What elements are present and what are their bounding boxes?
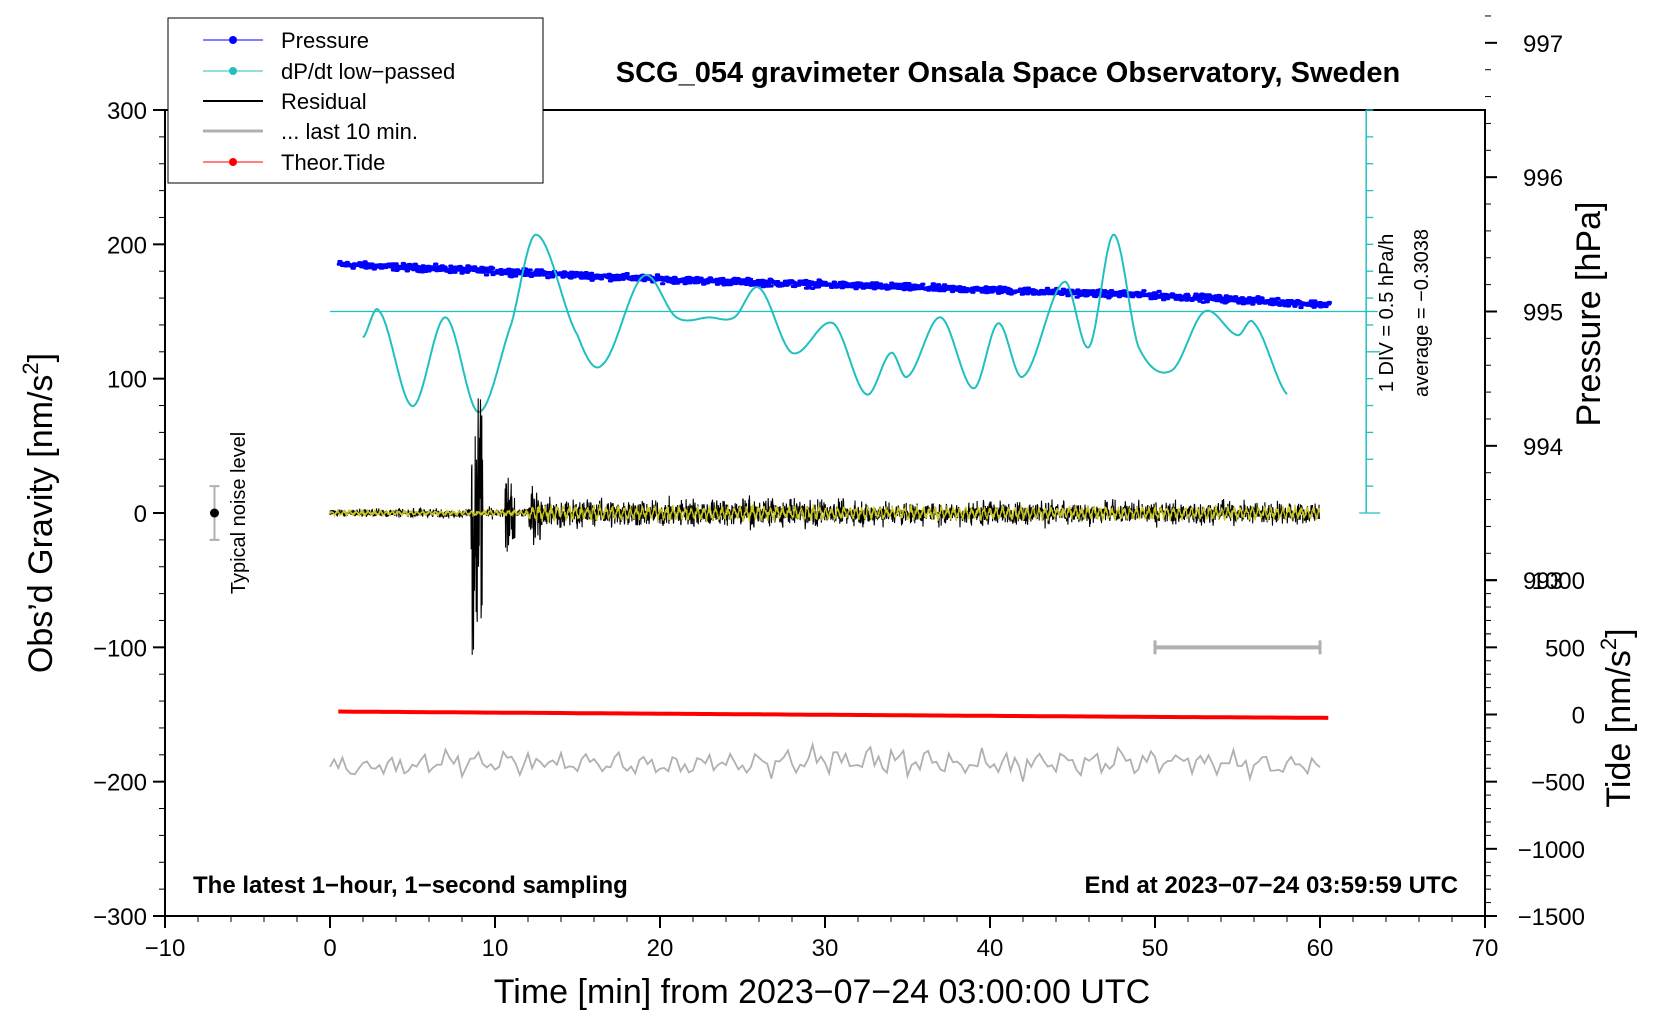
legend-pressure-marker [229, 36, 237, 44]
x-tick-label: 20 [647, 935, 674, 962]
series-layer [329, 233, 1378, 782]
y-axis-label-sup: 2 [18, 362, 43, 374]
note-left: The latest 1−hour, 1−second sampling [193, 872, 628, 899]
average-label: average = −0.3038 [1411, 229, 1433, 397]
residual-filtered-series [329, 503, 1321, 523]
y-axis-label-close: ] [22, 353, 60, 362]
x-tick-label: 70 [1472, 935, 1499, 962]
legend-last10-label: ... last 10 min. [281, 119, 418, 144]
y-tick-label: 0 [134, 501, 147, 528]
ticks-layer: −10 0 10 20 30 40 50 60 70−300−200−1000100200300… [93, 15, 1585, 962]
x-tick-label: 10 [482, 935, 509, 962]
tide-axis-label: Tide [nm/s2] [1596, 628, 1638, 807]
tide-tick-label: −1500 [1518, 904, 1585, 931]
pressure-tick-label: 995 [1523, 300, 1563, 327]
noise-center-dot [210, 508, 219, 518]
legend-dpdt-marker [229, 67, 237, 75]
last10-series [329, 741, 1321, 782]
y-axis-label-main: Obs’d Gravity [nm/s [22, 375, 60, 674]
scale-bar-label: 1 DIV = 0.5 hPa/h [1376, 234, 1398, 392]
y-tick-label: 100 [107, 367, 147, 394]
y-tick-label: −100 [93, 635, 147, 662]
y-tick-label: 300 [107, 98, 147, 125]
legend: Pressure dP/dt low−passed Residual ... l… [167, 17, 544, 184]
tide-series [338, 709, 1329, 720]
y-tick-label: −200 [93, 770, 147, 797]
y-tick-label: −300 [93, 904, 147, 931]
x-tick-label: 0 [323, 935, 336, 962]
legend-dpdt-label: dP/dt low−passed [281, 59, 455, 84]
legend-pressure-label: Pressure [281, 28, 369, 53]
legend-tide-label: Theor.Tide [281, 150, 385, 175]
pressure-series [336, 260, 1332, 310]
pressure-tick-label: 997 [1523, 31, 1563, 58]
tide-tick-label: 500 [1545, 635, 1585, 662]
y-tick-label: 200 [107, 232, 147, 259]
tide-tick-label: −1000 [1518, 837, 1585, 864]
legend-residual-label: Residual [281, 89, 367, 114]
legend-tide-marker [229, 158, 237, 166]
x-tick-label: 50 [1142, 935, 1169, 962]
tide-tick-label: 0 [1572, 703, 1585, 730]
residual-series [329, 398, 1321, 655]
dpdt-series [362, 233, 1288, 414]
pressure-tick-label: 994 [1523, 434, 1563, 461]
x-axis-label: Time [min] from 2023−07−24 03:00:00 UTC [494, 973, 1150, 1011]
chart-title: SCG_054 gravimeter Onsala Space Observat… [616, 57, 1400, 89]
x-tick-label: 40 [977, 935, 1004, 962]
tide-axis-label-sup: 2 [1596, 638, 1621, 650]
x-tick-label: 30 [812, 935, 839, 962]
tide-tick-label: −500 [1531, 770, 1585, 797]
tide-axis-label-close: ] [1600, 628, 1638, 637]
noise-level-label: Typical noise level [228, 432, 250, 594]
pressure-tick-label: 993 [1523, 568, 1563, 595]
pressure-axis-label: Pressure [hPa] [1570, 202, 1608, 427]
tide-tick-label: 1000 [1532, 568, 1585, 595]
note-right: End at 2023−07−24 03:59:59 UTC [1084, 872, 1458, 899]
scale-bar-layer [1359, 109, 1381, 514]
pressure-tick-label: 996 [1523, 165, 1563, 192]
x-tick-label: 60 [1307, 935, 1334, 962]
y-axis-label: Obs’d Gravity [nm/s2] [18, 353, 60, 673]
noise-level-marker [209, 485, 220, 541]
x-tick-label: −10 [145, 935, 186, 962]
tide-axis-label-main: Tide [nm/s [1600, 650, 1638, 807]
